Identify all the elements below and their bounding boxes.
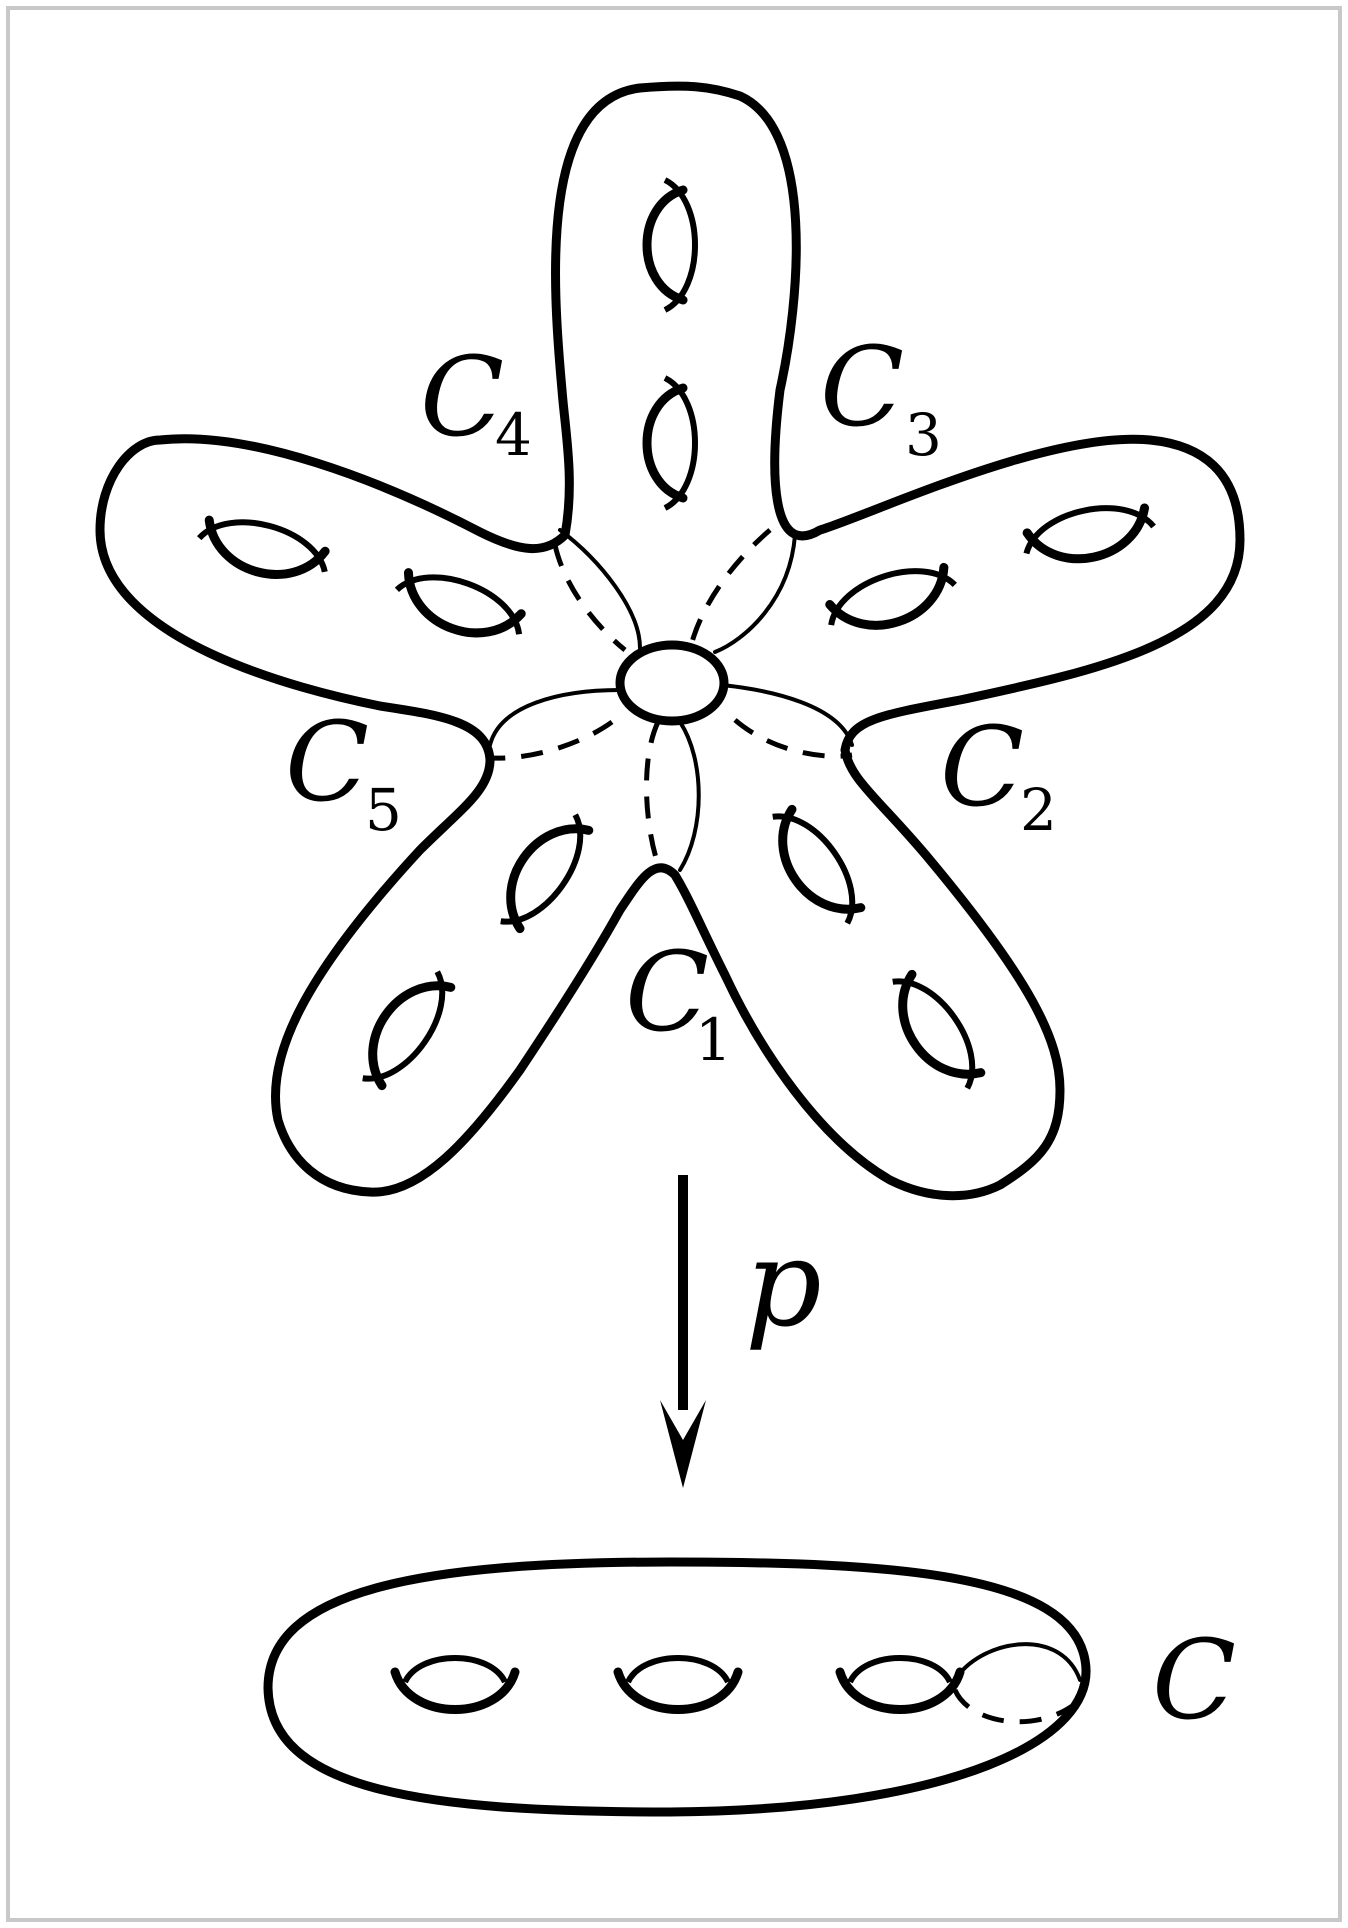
frame-border (6, 6, 1342, 1922)
base-loop-front (953, 1642, 1082, 1682)
label-c2-subscript: 2 (1020, 776, 1057, 844)
label-c1: C 1 (625, 928, 732, 1074)
loop-c2-back (733, 718, 853, 759)
center-disc (615, 640, 729, 726)
loop-c3-back (687, 528, 772, 651)
loop-c4-front (558, 528, 642, 650)
label-c2-letter: C (940, 703, 1024, 831)
handle-lower-left-outer (362, 970, 456, 1091)
label-c5-subscript: 5 (365, 776, 402, 844)
label-c5: C 5 (285, 698, 402, 844)
loop-c5-back (489, 719, 614, 761)
surface-outline (95, 81, 1245, 1201)
label-c2: C 2 (940, 703, 1057, 844)
arrow-head (660, 1400, 706, 1488)
base-handle-2 (613, 1655, 743, 1714)
base-label-c: C (1152, 1616, 1236, 1744)
loop-c1-front (678, 720, 701, 872)
loop-c4-back (552, 544, 627, 652)
base-loop-back (952, 1688, 1082, 1725)
label-c5-letter: C (285, 698, 369, 826)
base-surface: C (263, 1557, 1236, 1817)
loop-c5-front (488, 688, 622, 747)
handle-lower-right-inner (772, 804, 866, 925)
label-c4-subscript: 4 (495, 401, 532, 469)
map-arrow: p (660, 1175, 822, 1488)
label-c3-letter: C (820, 323, 904, 451)
base-handle-3 (835, 1655, 965, 1714)
loop-c2-front (720, 683, 854, 747)
handles (196, 177, 1156, 1091)
base-surface-outline (263, 1557, 1091, 1817)
loop-c3-front (713, 533, 797, 654)
handle-left-outer (196, 515, 330, 579)
label-c3: C 3 (820, 323, 942, 469)
loop-c1-back (643, 720, 663, 871)
covering-surface (95, 81, 1245, 1201)
label-c4-letter: C (420, 333, 504, 461)
label-c1-subscript: 1 (695, 1006, 732, 1074)
handle-lower-right-outer (892, 969, 986, 1090)
handle-right-outer (1022, 503, 1156, 564)
handle-right-inner (825, 562, 957, 630)
handle-top-lower (642, 375, 698, 511)
map-label-p: p (745, 1215, 822, 1354)
handle-lower-left-inner (500, 813, 594, 934)
handle-left-inner (394, 568, 526, 638)
label-c4: C 4 (420, 333, 532, 469)
base-handle-1 (390, 1655, 520, 1714)
label-c1-letter: C (625, 928, 709, 1056)
handle-top-upper (642, 177, 698, 313)
label-c3-subscript: 3 (905, 401, 942, 469)
